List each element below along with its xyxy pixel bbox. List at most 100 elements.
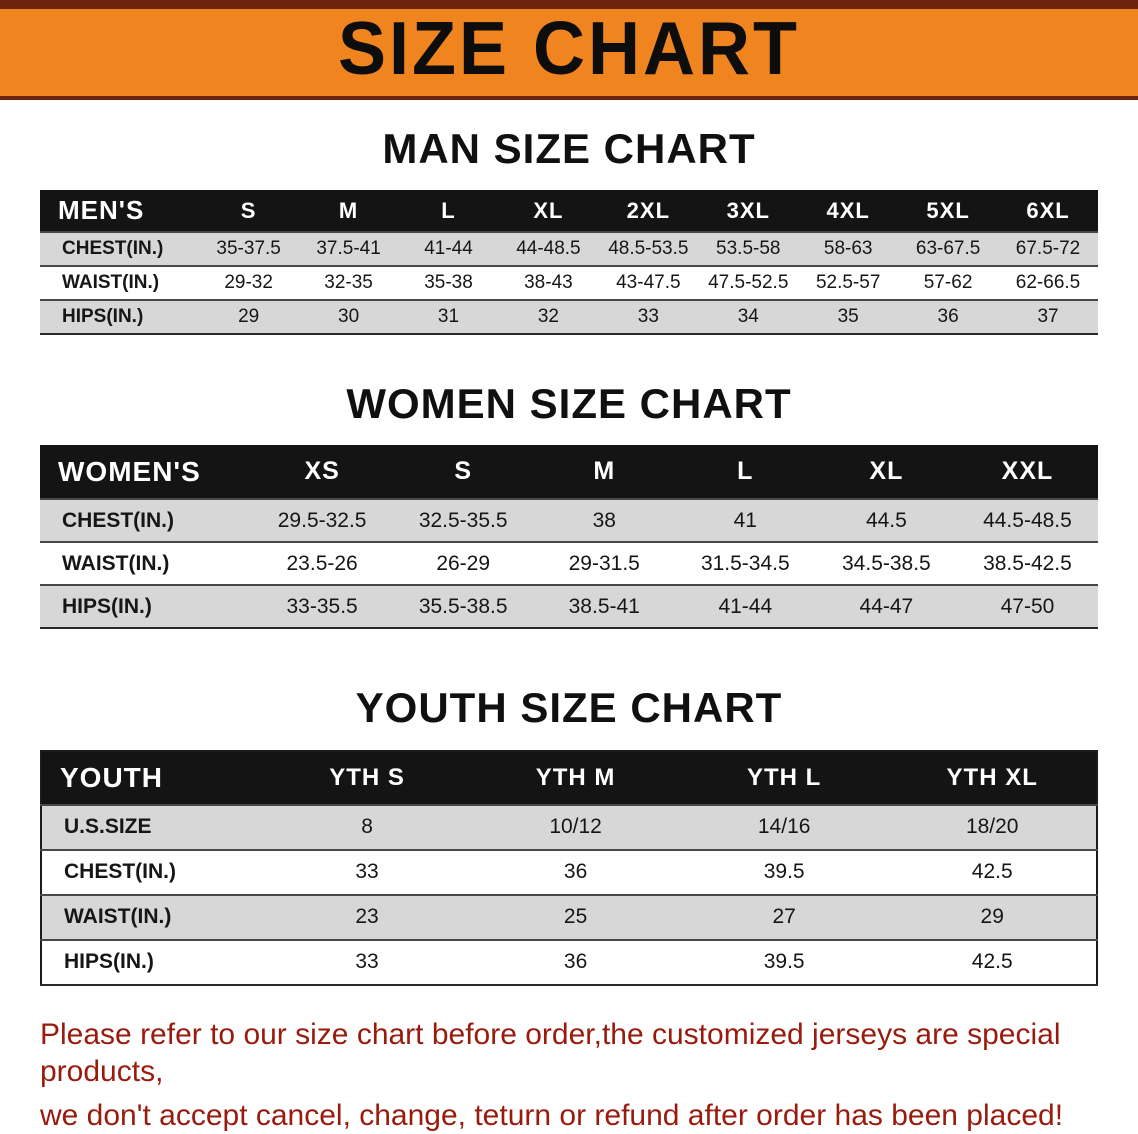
value-cell: 57-62 xyxy=(898,265,999,301)
size-header-cell: XL xyxy=(815,445,957,500)
men-size-table: MEN'S S M L XL 2XL 3XL 4XL 5XL 6XL CHEST(IN.) 35-37… xyxy=(40,190,1098,336)
value-cell: 23.5-26 xyxy=(251,541,393,586)
value-cell: 44.5 xyxy=(815,498,957,543)
size-header-cell: M xyxy=(533,445,675,500)
value-cell: 29.5-32.5 xyxy=(251,498,393,543)
value-cell: 35-38 xyxy=(398,265,499,301)
value-cell: 39.5 xyxy=(679,848,889,895)
size-header-cell: 4XL xyxy=(798,190,899,233)
value-cell: 30 xyxy=(298,299,399,335)
size-header-cell: YTH M xyxy=(471,750,680,805)
table-title-cell: WOMEN'S xyxy=(40,445,252,500)
value-cell: 27 xyxy=(679,893,889,940)
value-cell: 33-35.5 xyxy=(251,584,393,629)
value-cell: 42.5 xyxy=(888,848,1097,895)
value-cell: 18/20 xyxy=(888,803,1097,850)
size-header-cell: 5XL xyxy=(898,190,999,233)
row-label: HIPS(IN.) xyxy=(41,938,263,985)
value-cell: 35 xyxy=(798,299,899,335)
size-header-cell: XXL xyxy=(956,445,1098,500)
table-header-row: YOUTH YTH S YTH M YTH L YTH XL xyxy=(41,750,1097,805)
table-row: HIPS(IN.) 33-35.5 35.5-38.5 38.5-41 41-44 44-… xyxy=(40,584,1098,629)
table-row: WAIST(IN.) 23 25 27 29 xyxy=(41,893,1097,940)
row-label: CHEST(IN.) xyxy=(41,848,263,895)
value-cell: 33 xyxy=(262,848,472,895)
value-cell: 29-32 xyxy=(198,265,299,301)
table-row: WAIST(IN.) 29-32 32-35 35-38 38-43 43-47.5 47.… xyxy=(40,265,1098,301)
value-cell: 44-48.5 xyxy=(498,231,599,267)
youth-section-heading: YOUTH SIZE CHART xyxy=(355,684,783,732)
table-header-row: MEN'S S M L XL 2XL 3XL 4XL 5XL 6XL xyxy=(40,190,1098,233)
row-label: WAIST(IN.) xyxy=(40,541,252,586)
size-header-cell: S xyxy=(392,445,534,500)
footer-note-line2: we don't accept cancel, change, teturn o… xyxy=(40,1098,1064,1132)
value-cell: 39.5 xyxy=(679,938,889,985)
value-cell: 33 xyxy=(598,299,699,335)
value-cell: 36 xyxy=(898,299,999,335)
table-row: CHEST(IN.) 35-37.5 37.5-41 41-44 44-48.5 48.5… xyxy=(40,231,1098,267)
value-cell: 33 xyxy=(262,938,472,985)
youth-size-table: YOUTH YTH S YTH M YTH L YTH XL U.S.SIZE 8 10/12… xyxy=(40,749,1098,986)
value-cell: 10/12 xyxy=(471,803,680,850)
table-row: HIPS(IN.) 33 36 39.5 42.5 xyxy=(41,938,1097,985)
banner-bottom-stripe xyxy=(0,96,1138,100)
footer-note-line1: Please refer to our size chart before or… xyxy=(40,1017,1061,1089)
size-header-cell: S xyxy=(198,190,299,233)
value-cell: 35.5-38.5 xyxy=(392,584,534,629)
value-cell: 67.5-72 xyxy=(998,231,1098,267)
table-row: U.S.SIZE 8 10/12 14/16 18/20 xyxy=(41,803,1097,850)
row-label: CHEST(IN.) xyxy=(40,498,252,543)
value-cell: 31 xyxy=(398,299,499,335)
value-cell: 47.5-52.5 xyxy=(698,265,799,301)
size-header-cell: M xyxy=(298,190,399,233)
value-cell: 44.5-48.5 xyxy=(956,498,1098,543)
value-cell: 43-47.5 xyxy=(598,265,699,301)
table-title-cell: MEN'S xyxy=(40,190,199,233)
row-label: HIPS(IN.) xyxy=(40,299,199,335)
value-cell: 29 xyxy=(888,893,1097,940)
table-row: WAIST(IN.) 23.5-26 26-29 29-31.5 31.5-34.5 34… xyxy=(40,541,1098,586)
value-cell: 42.5 xyxy=(888,938,1097,985)
value-cell: 25 xyxy=(471,893,680,940)
size-header-cell: XL xyxy=(498,190,599,233)
value-cell: 52.5-57 xyxy=(798,265,899,301)
value-cell: 41-44 xyxy=(398,231,499,267)
value-cell: 8 xyxy=(262,803,472,850)
row-label: U.S.SIZE xyxy=(41,803,263,850)
content-area: MAN SIZE CHART MEN'S S M L XL 2XL 3XL 4XL 5XL 6XL… xyxy=(0,125,1138,1134)
value-cell: 36 xyxy=(471,848,680,895)
table-row: CHEST(IN.) 33 36 39.5 42.5 xyxy=(41,848,1097,895)
row-label: HIPS(IN.) xyxy=(40,584,252,629)
women-section-heading: WOMEN SIZE CHART xyxy=(346,380,792,428)
value-cell: 32-35 xyxy=(298,265,399,301)
value-cell: 32.5-35.5 xyxy=(392,498,534,543)
value-cell: 38-43 xyxy=(498,265,599,301)
women-size-table: WOMEN'S XS S M L XL XXL CHEST(IN.) 29.5-32.5 32.5… xyxy=(40,445,1098,630)
value-cell: 53.5-58 xyxy=(698,231,799,267)
value-cell: 14/16 xyxy=(679,803,889,850)
row-label: WAIST(IN.) xyxy=(40,265,199,301)
value-cell: 31.5-34.5 xyxy=(674,541,816,586)
value-cell: 58-63 xyxy=(798,231,899,267)
value-cell: 23 xyxy=(262,893,472,940)
row-label: CHEST(IN.) xyxy=(40,231,199,267)
size-header-cell: 2XL xyxy=(598,190,699,233)
value-cell: 35-37.5 xyxy=(198,231,299,267)
value-cell: 32 xyxy=(498,299,599,335)
value-cell: 34 xyxy=(698,299,799,335)
value-cell: 37.5-41 xyxy=(298,231,399,267)
value-cell: 36 xyxy=(471,938,680,985)
size-header-cell: 3XL xyxy=(698,190,799,233)
size-chart-banner: SIZE CHART xyxy=(0,0,1138,100)
value-cell: 29-31.5 xyxy=(533,541,675,586)
value-cell: 38 xyxy=(533,498,675,543)
value-cell: 38.5-41 xyxy=(533,584,675,629)
row-label: WAIST(IN.) xyxy=(41,893,263,940)
value-cell: 47-50 xyxy=(956,584,1098,629)
size-header-cell: XS xyxy=(251,445,393,500)
table-row: CHEST(IN.) 29.5-32.5 32.5-35.5 38 41 44.5 44.5… xyxy=(40,498,1098,543)
size-header-cell: YTH XL xyxy=(888,750,1097,805)
banner-top-stripe xyxy=(0,0,1138,9)
value-cell: 26-29 xyxy=(392,541,534,586)
value-cell: 44-47 xyxy=(815,584,957,629)
